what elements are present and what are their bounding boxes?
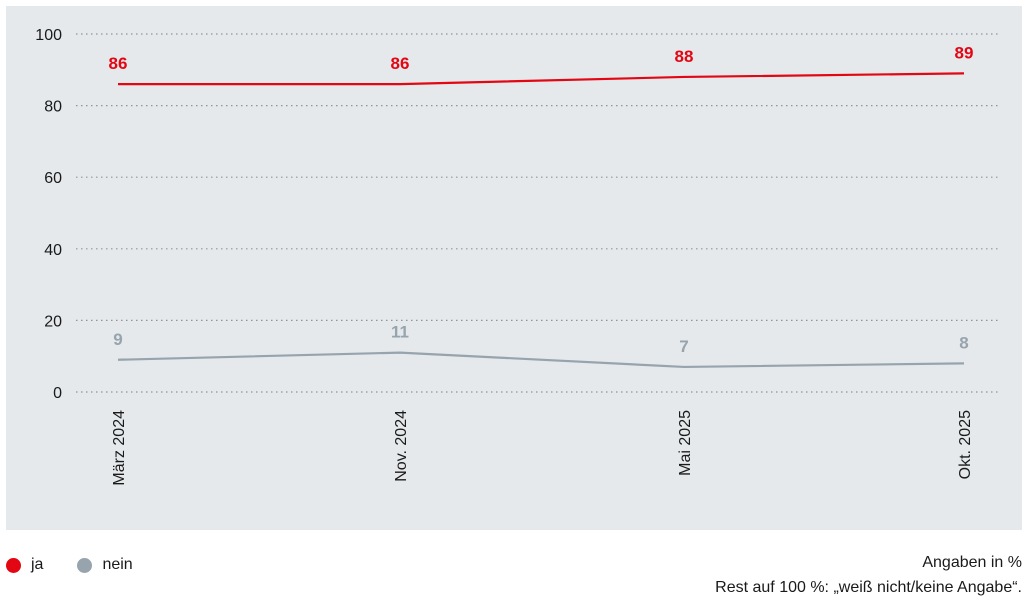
x-tick-label-2: Mai 2025 xyxy=(677,410,694,476)
legend: ja nein xyxy=(6,554,167,576)
data-labels: 86 86 88 89 9 11 7 8 xyxy=(109,43,974,356)
x-tick-label-3: Okt. 2025 xyxy=(957,410,974,479)
legend-marker-ja xyxy=(6,557,21,573)
data-label-ja-0: 86 xyxy=(109,54,128,73)
unit-note: Angaben in % xyxy=(922,554,1022,571)
data-label-ja-3: 89 xyxy=(955,43,974,62)
y-tick-label-80: 80 xyxy=(44,99,62,116)
series-line-nein xyxy=(117,351,965,369)
data-label-nein-1: 11 xyxy=(391,323,409,342)
legend-label-nein: nein xyxy=(102,556,133,573)
y-tick-label-40: 40 xyxy=(44,242,62,259)
data-label-ja-2: 88 xyxy=(675,47,694,66)
data-label-nein-2: 7 xyxy=(679,337,688,356)
legend-marker-nein xyxy=(77,557,93,573)
legend-label-ja: ja xyxy=(31,556,44,573)
series-line-ja xyxy=(118,72,965,86)
y-tick-label-100: 100 xyxy=(35,27,62,44)
grid-layer xyxy=(76,33,1000,393)
data-label-nein-0: 9 xyxy=(113,330,122,349)
rest-note: Rest auf 100 %: „weiß nicht/keine Angabe… xyxy=(715,579,1022,596)
y-tick-label-60: 60 xyxy=(44,170,62,187)
x-tick-label-0: März 2024 xyxy=(111,410,128,486)
line-chart: 0 20 40 60 80 100 März 2024 Nov. 2024 Mai 2025 O… xyxy=(35,27,1000,486)
legend-item-nein: nein xyxy=(77,556,133,574)
y-axis-ticks: 0 20 40 60 80 100 xyxy=(35,27,62,402)
y-tick-label-0: 0 xyxy=(53,385,62,402)
series-layer xyxy=(117,72,965,369)
data-label-nein-3: 8 xyxy=(959,333,968,352)
x-tick-label-1: Nov. 2024 xyxy=(393,410,410,482)
chart-panel: 0 20 40 60 80 100 März 2024 Nov. 2024 Mai 2025 O… xyxy=(6,6,1022,530)
y-tick-label-20: 20 xyxy=(44,313,62,330)
x-axis-ticks: März 2024 Nov. 2024 Mai 2025 Okt. 2025 xyxy=(111,410,974,486)
legend-item-ja: ja xyxy=(6,556,43,574)
data-label-ja-1: 86 xyxy=(391,54,410,73)
